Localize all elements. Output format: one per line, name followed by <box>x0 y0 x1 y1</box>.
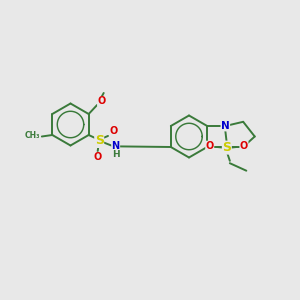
Text: O: O <box>94 152 102 162</box>
Text: S: S <box>95 134 104 148</box>
Text: O: O <box>240 141 248 151</box>
Text: O: O <box>98 96 106 106</box>
Text: H: H <box>112 150 119 159</box>
Text: N: N <box>112 141 120 152</box>
Text: O: O <box>206 141 214 151</box>
Text: N: N <box>221 121 230 131</box>
Text: O: O <box>109 126 117 136</box>
Text: S: S <box>222 141 231 154</box>
Text: CH₃: CH₃ <box>25 131 40 140</box>
